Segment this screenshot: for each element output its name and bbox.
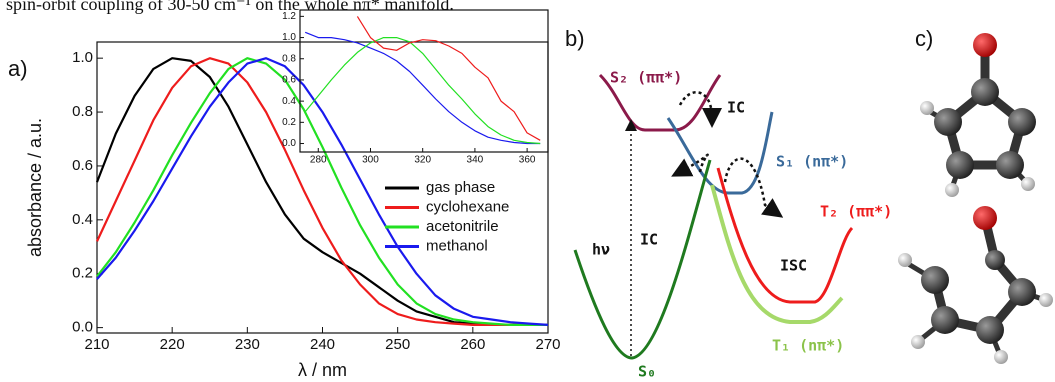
t2-curve [718,168,852,302]
y-tick-label: 0.6 [72,157,93,174]
x-tick-label: 280 [310,155,327,166]
molecule [920,33,1036,197]
y-tick-label: 0.2 [282,117,296,128]
y-tick-label: 0.4 [282,96,296,107]
isc-label: ISC [780,257,807,275]
s1-curve [668,112,772,193]
ic-label: IC [727,99,745,117]
plot-frame [300,10,548,152]
x-tick-label: 210 [84,336,109,353]
y-tick-label: 1.2 [282,11,296,22]
state-label: S₂ (ππ*) [610,69,682,87]
legend-label: cyclohexane [426,198,509,215]
data-line [305,32,540,143]
panel-label: c) [915,26,933,51]
y-tick-label: 0.0 [282,138,296,149]
x-tick-label: 250 [385,336,410,353]
x-tick-label: 270 [535,336,560,353]
legend-label: gas phase [426,179,495,196]
ic-label: IC [640,231,658,249]
x-tick-label: 300 [362,155,379,166]
x-tick-label: 220 [160,336,185,353]
x-axis-title: λ / nm [298,360,347,380]
x-tick-label: 240 [310,336,335,353]
y-tick-label: 0.6 [282,75,296,86]
x-tick-label: 340 [467,155,484,166]
x-tick-label: 260 [460,336,485,353]
data-line [305,38,540,144]
y-tick-label: 1.0 [72,49,93,66]
x-tick-label: 360 [519,155,536,166]
s0-curve [575,160,710,358]
state-label: T₂ (ππ*) [820,203,892,221]
molecule [898,206,1053,364]
caption: spin-orbit coupling of 30-50 cm⁻¹ on the… [6,0,454,14]
isc-arrow [725,159,775,212]
panel-b [575,75,852,358]
y-tick-label: 1.0 [282,32,296,43]
data-line [357,16,540,140]
y-axis-title: absorbance / a.u. [25,118,45,257]
state-label: T₁ (nπ*) [772,337,844,355]
y-tick-label: 0.8 [72,103,93,120]
state-label: S₁ (nπ*) [776,153,848,171]
y-tick-label: 0.0 [72,319,93,336]
y-tick-label: 0.4 [72,211,93,228]
y-tick-label: 0.2 [72,265,93,282]
x-tick-label: 320 [414,155,431,166]
panel-label: b) [565,26,585,51]
figure: spin-orbit coupling of 30-50 cm⁻¹ on the… [0,0,1055,382]
panel-label: a) [8,56,28,81]
legend-label: methanol [426,237,488,254]
hv-label: hν [592,241,610,259]
x-tick-label: 230 [235,336,260,353]
state-label: S₀ [638,363,656,381]
y-tick-label: 0.8 [282,53,296,64]
legend-label: acetonitrile [426,218,499,235]
